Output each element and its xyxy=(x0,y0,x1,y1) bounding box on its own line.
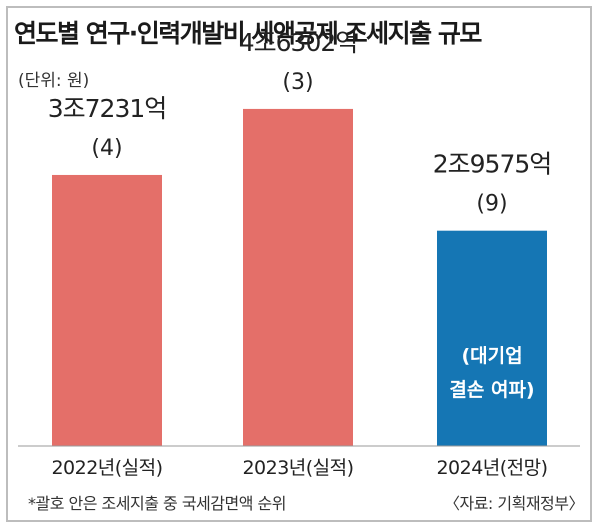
chart-title: 연도별 연구·인력개발비 세액공제 조세지출 규모 xyxy=(14,19,482,48)
category-label-3: 2024년(전망) xyxy=(436,457,547,479)
bar-1 xyxy=(52,174,162,446)
rank-label-2: (3) xyxy=(282,70,313,95)
rank-label-1: (4) xyxy=(91,136,122,161)
rank-label-3: (9) xyxy=(476,192,507,217)
value-label-2: 4조6302억 xyxy=(239,28,358,57)
source-label: 〈자료: 기획재정부〉 xyxy=(443,494,585,513)
unit-label: (단위: 원) xyxy=(18,71,90,91)
value-label-3: 2조9575억 xyxy=(433,150,552,179)
category-label-1: 2022년(실적) xyxy=(51,457,162,479)
forecast-note-line-2: 결손 여파) xyxy=(449,379,534,401)
bar-3 xyxy=(437,230,547,446)
chart-frame xyxy=(6,6,592,522)
forecast-note-line-1: (대기업 xyxy=(461,345,522,367)
bar-2 xyxy=(243,108,353,446)
footnote: *괄호 안은 조세지출 중 국세감면액 순위 xyxy=(28,494,286,513)
category-label-2: 2023년(실적) xyxy=(242,457,353,479)
value-label-1: 3조7231억 xyxy=(48,94,167,123)
